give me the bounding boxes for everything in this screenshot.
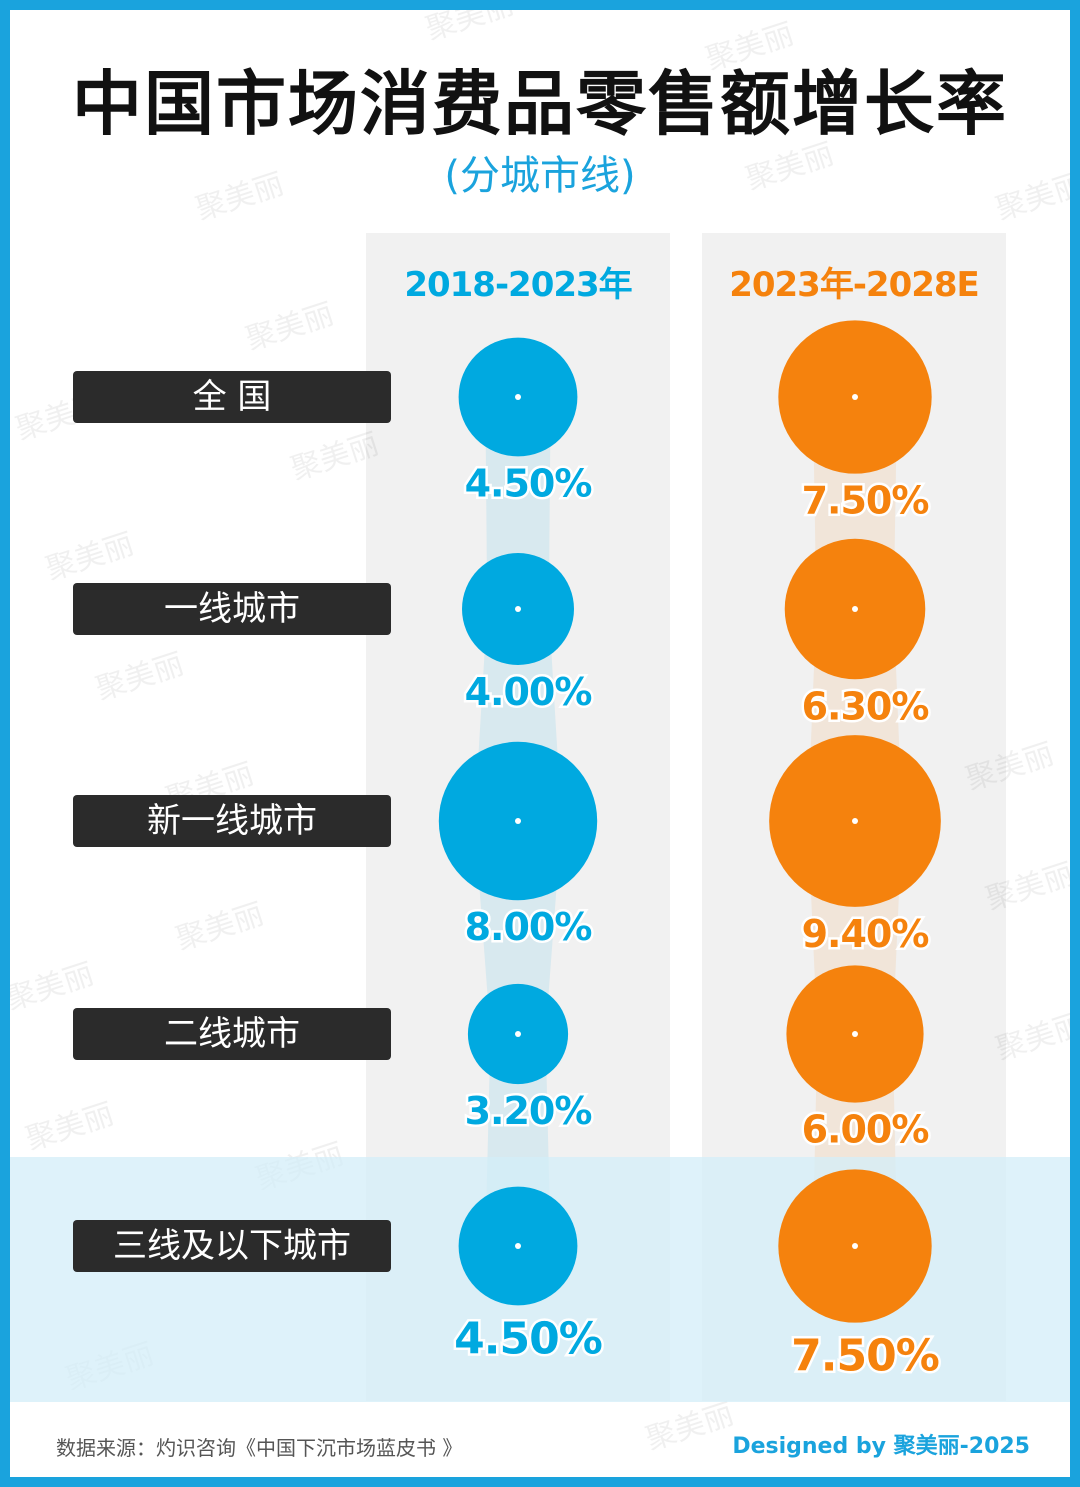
watermark-text: 聚美丽 [422, 10, 518, 48]
value-label-series-1-row-1: 4.50% [465, 461, 592, 505]
infographic-card: 聚美丽 聚美丽 聚美丽 聚美丽 聚美丽 聚美丽 聚美丽 聚美丽 聚美丽 聚美丽 聚美丽 聚美丽 聚美丽聚… [10, 10, 1070, 1477]
designer-credit: Designed by 聚美丽-2025 [732, 1434, 1030, 1459]
row-label-new-tier-1: 新一线城市 [73, 795, 391, 847]
column-header-2023-2028e: 2023年-2028E [729, 265, 980, 305]
data-source-note: 数据来源：灼识咨询《中国下沉市场蓝皮书 》 [56, 1436, 463, 1460]
value-label-series-1-row-2: 4.00% [465, 670, 592, 714]
bubble-center-dot [852, 1243, 858, 1249]
watermark-text: 聚美丽 [92, 647, 188, 708]
row-label-tier-1: 一线城市 [73, 583, 391, 635]
bubble-center-dot [515, 1031, 521, 1037]
row-label-tier-3-below: 三线及以下城市 [73, 1220, 391, 1272]
value-label-series-1-row-5: 4.50% [454, 1313, 602, 1364]
value-label-series-2-row-1: 7.50% [802, 479, 929, 523]
watermark-text: 聚美丽 [172, 897, 268, 958]
value-label-series-2-row-4: 6.00% [802, 1108, 929, 1152]
value-label-series-1-row-3: 8.00% [465, 905, 592, 949]
watermark-text: 聚美丽 [642, 1397, 738, 1458]
value-label-series-2-row-5: 7.50% [791, 1331, 939, 1382]
bubble-center-dot [515, 818, 521, 824]
column-header-2018-2023: 2018-2023年 [404, 265, 632, 305]
bubble-center-dot [852, 818, 858, 824]
watermark-text: 聚美丽 [42, 527, 138, 588]
row-label-national: 全 国 [73, 371, 391, 423]
bubble-center-dot [852, 394, 858, 400]
bubble-center-dot [852, 606, 858, 612]
row-label-tier-2: 二线城市 [73, 1008, 391, 1060]
bubble-center-dot [515, 1243, 521, 1249]
bubble-center-dot [515, 606, 521, 612]
value-label-series-1-row-4: 3.20% [465, 1089, 592, 1133]
page-subtitle: (分城市线) [444, 153, 636, 199]
page-title: 中国市场消费品零售额增长率 [72, 63, 1008, 145]
value-label-series-2-row-2: 6.30% [802, 684, 929, 728]
watermark-text: 聚美丽 [22, 1097, 118, 1158]
watermark-text: 聚美丽 [242, 297, 338, 358]
value-label-series-2-row-3: 9.40% [802, 912, 929, 956]
bubble-center-dot [852, 1031, 858, 1037]
bubble-center-dot [515, 394, 521, 400]
